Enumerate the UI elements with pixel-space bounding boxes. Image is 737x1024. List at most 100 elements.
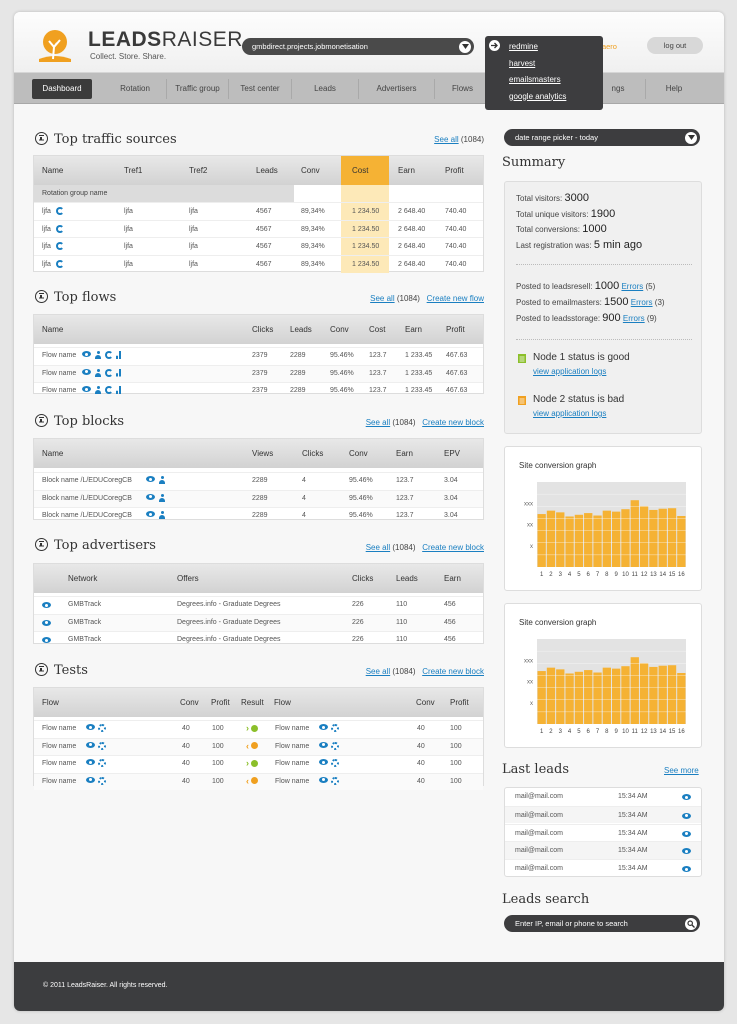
table-row[interactable]: Block name /L/EDUCoregCB 2289 4 95.46% 123.7… — [34, 507, 483, 524]
nav-traffic-group[interactable]: Traffic group — [167, 79, 229, 99]
table-row[interactable]: Flow name 40 100 ‹ Flow name 40 100 — [34, 772, 483, 790]
user-icon[interactable] — [158, 511, 166, 519]
gear-icon[interactable] — [98, 759, 106, 767]
errors-link[interactable]: Errors — [630, 298, 653, 307]
table-row[interactable]: ljfa ljfa ljfa 4567 89,34% 1 234.50 2 648.40 74… — [34, 255, 483, 272]
dropdown-item-redmine[interactable]: redmine — [509, 42, 538, 51]
col-tref2[interactable]: Tref2 — [189, 166, 208, 175]
dropdown-item-emailsmasters[interactable]: emailsmasters — [509, 75, 561, 84]
refresh-icon[interactable] — [56, 224, 64, 233]
user-icon[interactable] — [94, 351, 102, 359]
nav-rotation[interactable]: Rotation — [104, 79, 167, 99]
view-logs-link[interactable]: view application logs — [533, 367, 607, 376]
col-leads[interactable]: Leads — [290, 325, 312, 334]
gear-icon[interactable] — [331, 759, 339, 767]
table-row[interactable]: Flow name 2379 2289 95.46% 123.7 1 233.45 467.… — [34, 382, 483, 399]
gear-icon[interactable] — [331, 724, 339, 732]
chevron-down-icon[interactable] — [685, 131, 697, 144]
see-all-link[interactable]: See all — [365, 667, 391, 676]
eye-icon[interactable] — [42, 637, 51, 643]
eye-icon[interactable] — [86, 724, 95, 730]
lead-row[interactable]: mail@mail.com 15:34 AM — [505, 788, 701, 806]
brand-name[interactable]: LEADSRAISER — [88, 28, 243, 51]
project-select[interactable]: gmbdirect.projects.jobmonetisation — [242, 38, 474, 55]
col-clicks[interactable]: Clicks — [302, 449, 324, 458]
col-epv[interactable]: EPV — [444, 449, 461, 458]
see-all-link[interactable]: See all — [434, 135, 459, 144]
dropdown-item-harvest[interactable]: harvest — [509, 58, 536, 68]
table-row[interactable]: GMBTrack Degrees.info - Graduate Degrees 2… — [34, 631, 483, 648]
eye-icon[interactable] — [319, 759, 328, 765]
nav-dashboard[interactable]: Dashboard — [32, 79, 92, 99]
eye-icon[interactable] — [682, 812, 691, 819]
col-offers[interactable]: Offers — [177, 574, 199, 583]
col-clicks[interactable]: Clicks — [252, 325, 274, 334]
refresh-icon[interactable] — [105, 351, 113, 359]
table-row[interactable]: Block name /L/EDUCoregCB 2289 4 95.46% 123.7… — [34, 472, 483, 489]
eye-icon[interactable] — [319, 724, 328, 730]
gear-icon[interactable] — [98, 741, 106, 750]
search-icon[interactable] — [685, 917, 697, 930]
col-profit-b[interactable]: Profit — [450, 698, 469, 707]
eye-icon[interactable] — [146, 493, 155, 500]
nav-settings[interactable]: ngs — [591, 79, 646, 99]
gear-icon[interactable] — [331, 776, 339, 785]
rotation-group-row[interactable]: Rotation group name — [34, 185, 294, 202]
eye-icon[interactable] — [42, 602, 51, 608]
col-tref1[interactable]: Tref1 — [124, 166, 143, 175]
col-leads[interactable]: Leads — [256, 166, 278, 175]
table-row[interactable]: Flow name 2379 2289 95.46% 123.7 1 233.45 467.… — [34, 364, 483, 382]
bar-chart-icon[interactable] — [116, 368, 122, 377]
refresh-icon[interactable] — [56, 260, 64, 269]
col-earn[interactable]: Earn — [396, 449, 413, 458]
col-conv[interactable]: Conv — [330, 325, 349, 334]
eye-icon[interactable] — [82, 386, 91, 392]
eye-icon[interactable] — [146, 511, 155, 517]
table-row[interactable]: GMBTrack Degrees.info - Graduate Degrees 2… — [34, 596, 483, 613]
table-row[interactable]: GMBTrack Degrees.info - Graduate Degrees 2… — [34, 613, 483, 631]
bar-chart-icon[interactable] — [116, 351, 122, 359]
refresh-icon[interactable] — [105, 368, 113, 377]
eye-icon[interactable] — [86, 741, 95, 748]
col-earn[interactable]: Earn — [398, 166, 415, 175]
arrow-right-icon[interactable] — [489, 40, 500, 51]
lead-row[interactable]: mail@mail.com 15:34 AM — [505, 841, 701, 859]
create-flow-link[interactable]: Create new flow — [426, 294, 484, 303]
eye-icon[interactable] — [82, 368, 91, 375]
eye-icon[interactable] — [146, 476, 155, 482]
logout-button[interactable]: log out — [647, 37, 703, 54]
nav-test-center[interactable]: Test center — [229, 79, 292, 99]
col-cost[interactable]: Cost — [352, 166, 369, 175]
table-row[interactable]: Flow name 40 100 › Flow name 40 100 — [34, 755, 483, 772]
col-profit[interactable]: Profit — [445, 166, 464, 175]
eye-icon[interactable] — [86, 759, 95, 765]
col-flow-b[interactable]: Flow — [274, 698, 291, 707]
eye-icon[interactable] — [682, 848, 691, 855]
lead-row[interactable]: mail@mail.com 15:34 AM — [505, 805, 701, 824]
col-result[interactable]: Result — [241, 698, 264, 707]
col-earn[interactable]: Earn — [444, 574, 461, 583]
col-conv[interactable]: Conv — [301, 166, 320, 175]
eye-icon[interactable] — [86, 776, 95, 783]
bar-chart-icon[interactable] — [116, 386, 122, 394]
eye-icon[interactable] — [42, 619, 51, 626]
create-block-link[interactable]: Create new block — [422, 418, 484, 427]
eye-icon[interactable] — [319, 741, 328, 748]
dropdown-item-google-analytics[interactable]: google analytics — [509, 91, 567, 101]
col-earn[interactable]: Earn — [405, 325, 422, 334]
see-all-link[interactable]: See all — [365, 543, 391, 552]
refresh-icon[interactable] — [56, 207, 64, 215]
col-conv[interactable]: Conv — [180, 698, 199, 707]
col-network[interactable]: Network — [68, 574, 98, 583]
eye-icon[interactable] — [682, 794, 691, 800]
eye-icon[interactable] — [82, 351, 91, 357]
table-row[interactable]: Flow name 2379 2289 95.46% 123.7 1 233.45 467.… — [34, 347, 483, 364]
col-cost[interactable]: Cost — [369, 325, 386, 334]
col-profit[interactable]: Profit — [211, 698, 230, 707]
lead-row[interactable]: mail@mail.com 15:34 AM — [505, 823, 701, 842]
view-logs-link[interactable]: view application logs — [533, 409, 607, 418]
errors-link[interactable]: Errors — [621, 282, 644, 291]
table-row[interactable]: ljfa ljfa ljfa 4567 89,34% 1 234.50 2 648.40 74… — [34, 219, 483, 237]
col-profit[interactable]: Profit — [446, 325, 465, 334]
gear-icon[interactable] — [98, 776, 106, 785]
